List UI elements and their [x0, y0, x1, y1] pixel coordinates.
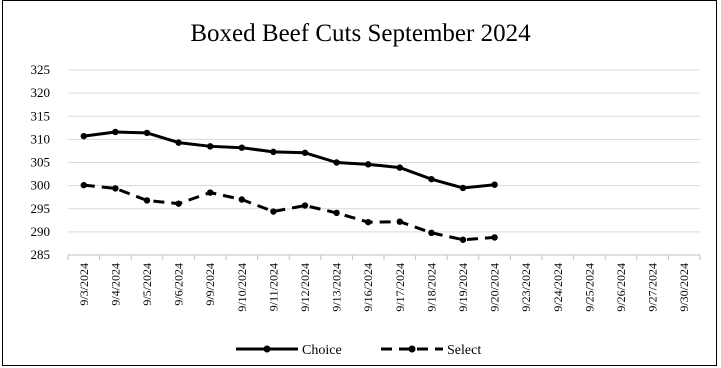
select-data-point: [301, 202, 309, 209]
legend-select-label: Select: [447, 343, 481, 358]
select-data-point: [175, 200, 182, 207]
gridlines: [68, 69, 700, 256]
select-data-point: [270, 208, 277, 215]
x-tick-label: 9/20/2024: [488, 263, 502, 312]
y-tick-label: 310: [31, 131, 51, 146]
y-tick-label: 300: [31, 178, 51, 193]
y-tick-label: 305: [31, 155, 51, 170]
x-tick-label: 9/11/2024: [266, 263, 280, 311]
x-tick-label: 9/10/2024: [235, 263, 249, 312]
x-tick-label: 9/13/2024: [330, 263, 344, 312]
y-tick-label: 290: [31, 224, 51, 239]
x-tick-label: 9/5/2024: [140, 263, 154, 306]
chart-title: Boxed Beef Cuts September 2024: [190, 20, 531, 47]
choice-data-point: [301, 149, 309, 156]
choice-data-point: [491, 181, 498, 188]
y-tick-label: 325: [31, 62, 51, 77]
select-data-point: [112, 185, 119, 192]
select-data-point: [365, 218, 372, 226]
select-data-point: [491, 234, 498, 241]
legend-choice-marker: [263, 345, 271, 353]
x-tick-label: 9/17/2024: [393, 263, 407, 312]
choice-data-point: [270, 148, 277, 156]
choice-data-point: [80, 132, 88, 140]
x-tick-label: 9/19/2024: [456, 263, 470, 312]
select-data-point: [143, 197, 151, 204]
x-tick-label: 9/24/2024: [551, 263, 565, 312]
series-layer: [80, 128, 498, 243]
legend-choice-label: Choice: [302, 343, 342, 358]
x-tick-label: 9/23/2024: [519, 263, 533, 312]
legend-select-marker: [408, 345, 416, 353]
x-tick-label: 9/6/2024: [172, 263, 186, 306]
x-tick-label: 9/16/2024: [361, 263, 375, 312]
x-tick-label: 9/3/2024: [77, 263, 91, 306]
x-tick-label: 9/30/2024: [677, 263, 691, 312]
y-tick-label: 295: [31, 201, 51, 216]
choice-data-point: [459, 184, 467, 192]
y-tick-label: 315: [31, 108, 51, 123]
choice-series-line: [83, 130, 495, 190]
legend: Choice Select: [236, 343, 481, 358]
x-axis: 9/3/2024 9/4/2024 9/5/2024 9/6/2024 9/9/2024…: [67, 254, 701, 312]
choice-data-point: [143, 129, 151, 137]
choice-data-point: [333, 159, 340, 166]
x-tick-label: 9/26/2024: [614, 263, 628, 312]
x-tick-label: 9/18/2024: [424, 263, 438, 312]
x-tick-label: 9/25/2024: [582, 263, 596, 312]
select-data-point: [396, 218, 403, 225]
x-tick-label: 9/27/2024: [646, 263, 660, 312]
choice-data-point: [428, 175, 435, 183]
x-tick-label: 9/4/2024: [108, 263, 122, 306]
choice-data-point: [396, 164, 403, 171]
x-tick-label: 9/12/2024: [298, 263, 312, 312]
choice-data-point: [365, 161, 372, 168]
y-tick-label: 320: [31, 85, 51, 100]
choice-data-point: [175, 139, 182, 146]
select-data-point: [428, 229, 435, 236]
choice-data-point: [112, 128, 119, 136]
select-data-point: [207, 189, 214, 196]
x-tick-label: 9/9/2024: [203, 263, 217, 306]
select-data-point: [238, 196, 245, 203]
select-data-point: [333, 209, 340, 217]
select-data-point: [459, 236, 467, 243]
choice-data-point: [207, 143, 214, 150]
select-data-point: [80, 181, 88, 189]
y-tick-label: 285: [31, 247, 51, 262]
choice-data-point: [238, 144, 245, 151]
y-axis: 285 290 295 300 305 310 315 320 325: [31, 62, 51, 262]
